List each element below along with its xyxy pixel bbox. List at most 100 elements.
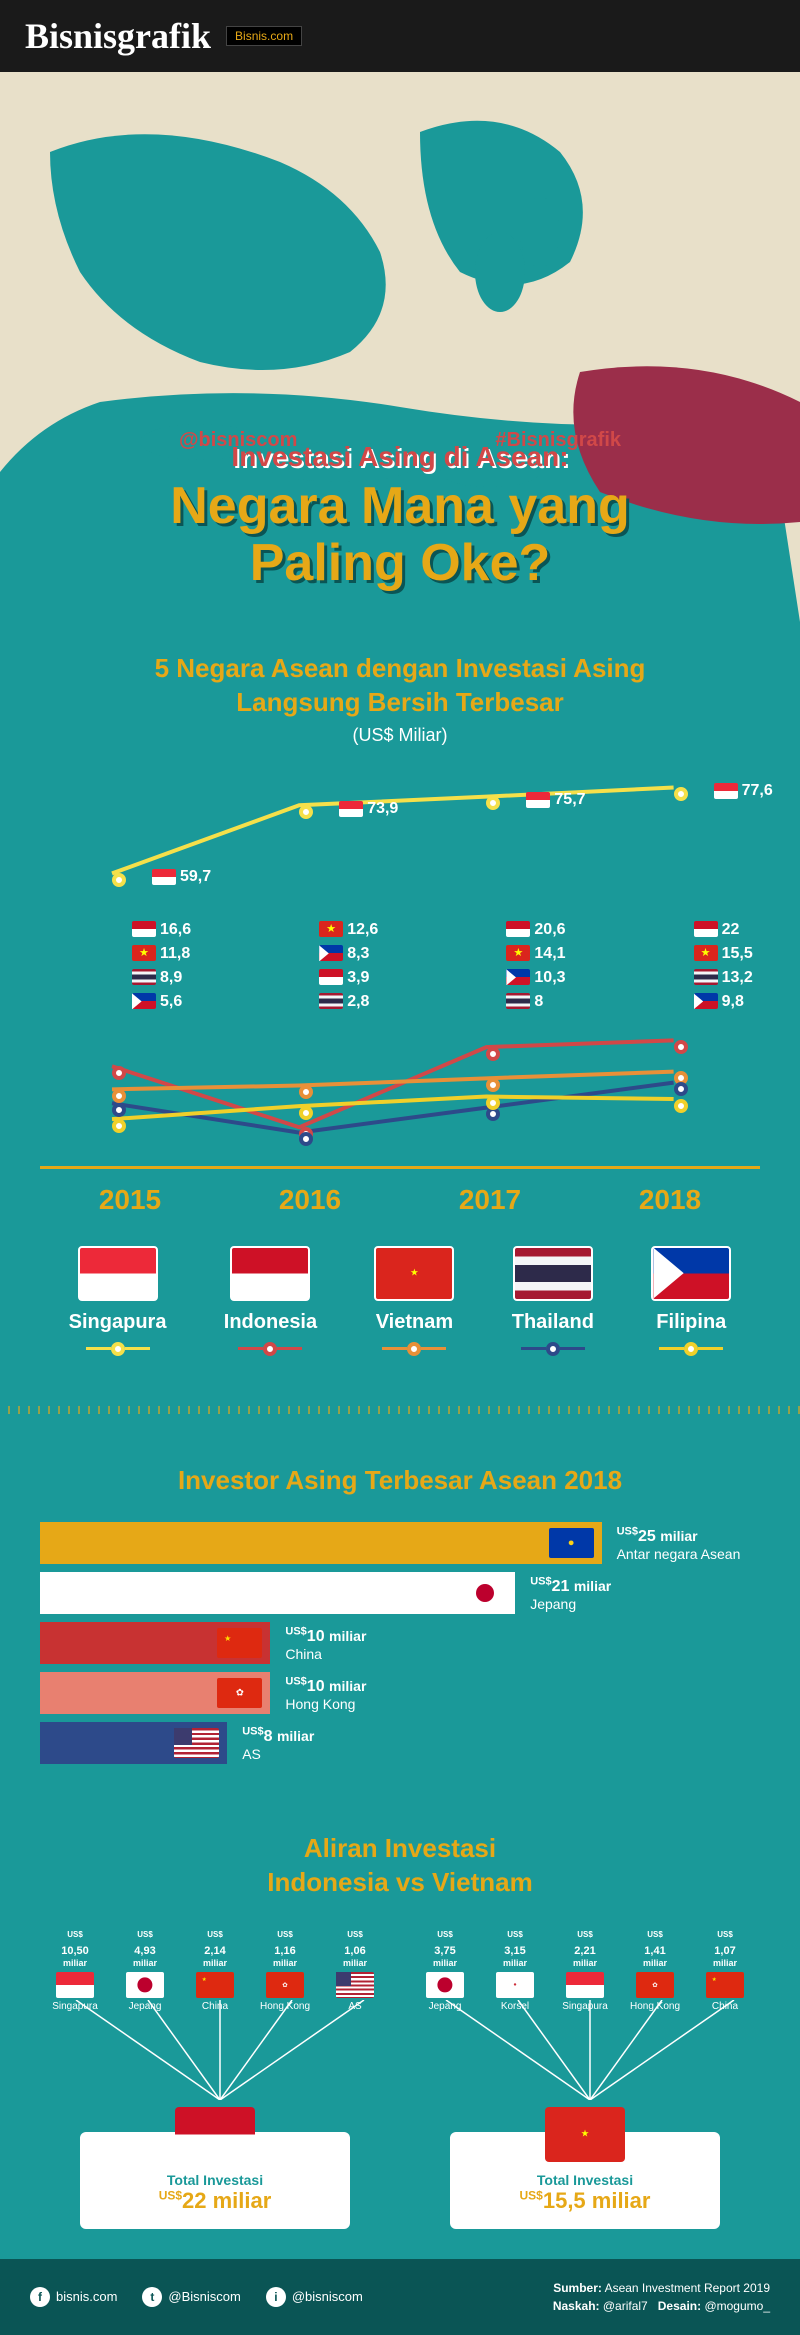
flag-icon (374, 1246, 454, 1301)
flag-icon (78, 1246, 158, 1301)
section1-title: 5 Negara Asean dengan Investasi Asing La… (40, 652, 760, 720)
bar-row: US$21 miliar Jepang (40, 1572, 760, 1614)
flag-icon (496, 1972, 534, 1998)
bar-fill (40, 1522, 602, 1564)
flows-container: US$10,50miliar Singapura US$4,93miliar J… (40, 1930, 760, 2229)
bar-fill (40, 1572, 515, 1614)
year-label: 2016 (279, 1184, 341, 1216)
social-icon: t (142, 2287, 162, 2307)
flag-icon (566, 1972, 604, 1998)
flow-lines (40, 2000, 400, 2100)
flag-icon (126, 1972, 164, 1998)
legend-item: Indonesia (224, 1246, 317, 1356)
section-line-chart: 5 Negara Asean dengan Investasi Asing La… (0, 622, 800, 1386)
target-label: Total Investasi (465, 2172, 705, 2188)
flag-icon (196, 1972, 234, 1998)
section-flows: Aliran Investasi Indonesia vs Vietnam US… (0, 1802, 800, 2258)
social-links: fbisnis.com t @Bisniscom i @bisniscom (30, 2287, 363, 2307)
data-point-singapore: 75,7 (486, 796, 500, 815)
flag-icon (336, 1972, 374, 1998)
flow-column-vietnam: US$3,75miliar Jepang US$3,15miliar Korse… (410, 1930, 760, 2229)
legend-country-name: Thailand (512, 1311, 594, 1334)
target-value: US$15,5 miliar (465, 2188, 705, 2214)
bar-row: US$10 miliar China (40, 1622, 760, 1664)
footer: fbisnis.com t @Bisniscom i @bisniscom Sumber… (0, 2259, 800, 2335)
hero-main-title: Negara Mana yang Paling Oke? (0, 478, 800, 592)
legend-marker (224, 1342, 317, 1356)
flag-icon (426, 1972, 464, 1998)
social-link[interactable]: i @bisniscom (266, 2287, 363, 2307)
bar-fill (40, 1722, 227, 1764)
data-point-singapore: 77,6 (674, 787, 688, 806)
line-chart: 59,7 73,9 75,7 77,616,611,88,95,612,68,3… (40, 776, 760, 1156)
legend-country-name: Vietnam (374, 1311, 454, 1334)
legend-item: Filipina (651, 1246, 731, 1356)
section1-unit: (US$ Miliar) (40, 725, 760, 746)
social-link[interactable]: fbisnis.com (30, 2287, 117, 2307)
data-point (486, 1078, 500, 1097)
header-bar: Bisnisgrafik Bisnis.com (0, 0, 800, 72)
divider (0, 1406, 800, 1414)
bar-label: US$10 miliar China (285, 1625, 366, 1661)
section-bar-chart: Investor Asing Terbesar Asean 2018 US$25… (0, 1434, 800, 1803)
flag-icon (266, 1972, 304, 1998)
bar-row: US$25 miliar Antar negara Asean (40, 1522, 760, 1564)
data-point-singapore: 59,7 (112, 873, 126, 892)
data-point (486, 1096, 500, 1115)
bar-fill (40, 1622, 270, 1664)
hero-subtitle: Investasi Asing di Asean: (0, 441, 800, 473)
data-point (112, 1119, 126, 1138)
legend-item: Singapura (69, 1246, 167, 1356)
legend-country-name: Indonesia (224, 1311, 317, 1334)
legend-marker (651, 1342, 731, 1356)
hero-section: @bisniscom #Bisnisgrafik Investasi Asing… (0, 72, 800, 622)
bar-chart: US$25 miliar Antar negara Asean US$21 mi… (40, 1522, 760, 1764)
year-label: 2018 (639, 1184, 701, 1216)
legend-marker (512, 1342, 594, 1356)
target-value: US$22 miliar (95, 2188, 335, 2214)
bar-row: US$10 miliar Hong Kong (40, 1672, 760, 1714)
bar-row: US$8 miliar AS (40, 1722, 760, 1764)
year-label: 2017 (459, 1184, 521, 1216)
legend-country-name: Filipina (651, 1311, 731, 1334)
legend-marker (374, 1342, 454, 1356)
flag-icon (217, 1628, 262, 1658)
flag-icon (174, 1728, 219, 1758)
bar-fill (40, 1672, 270, 1714)
flag-icon (636, 1972, 674, 1998)
data-point (674, 1040, 688, 1059)
social-icon: i (266, 2287, 286, 2307)
legend-item: Thailand (512, 1246, 594, 1356)
flag-icon (513, 1246, 593, 1301)
flag-icon (706, 1972, 744, 1998)
flag-icon (462, 1578, 507, 1608)
flag-icon (545, 2107, 625, 2162)
data-point (486, 1047, 500, 1066)
bar-label: US$8 miliar AS (242, 1725, 314, 1761)
data-point (299, 1085, 313, 1104)
flag-icon (230, 1246, 310, 1301)
social-link[interactable]: t @Bisniscom (142, 2287, 240, 2307)
bar-label: US$10 miliar Hong Kong (285, 1675, 366, 1711)
flag-icon (217, 1678, 262, 1708)
flow-lines (410, 2000, 770, 2100)
social-handle: bisnis.com (56, 2289, 117, 2304)
social-handle: @bisniscom (292, 2289, 363, 2304)
legend-item: Vietnam (374, 1246, 454, 1356)
target-label: Total Investasi (95, 2172, 335, 2188)
flow-column-indonesia: US$10,50miliar Singapura US$4,93miliar J… (40, 1930, 390, 2229)
flow-target: Total Investasi US$15,5 miliar (450, 2132, 720, 2229)
legend-country-name: Singapura (69, 1311, 167, 1334)
data-point-singapore: 73,9 (299, 805, 313, 824)
section3-title: Aliran Investasi Indonesia vs Vietnam (40, 1832, 760, 1900)
flow-target: Total Investasi US$22 miliar (80, 2132, 350, 2229)
credits: Sumber: Asean Investment Report 2019 Nas… (553, 2279, 770, 2315)
bar-label: US$21 miliar Jepang (530, 1575, 611, 1611)
flag-icon (175, 2107, 255, 2162)
year-axis: 2015 2016 2017 2018 (40, 1166, 760, 1216)
year-label: 2015 (99, 1184, 161, 1216)
flag-icon (651, 1246, 731, 1301)
data-point (299, 1132, 313, 1151)
social-handle: @Bisniscom (168, 2289, 240, 2304)
data-point (674, 1099, 688, 1118)
